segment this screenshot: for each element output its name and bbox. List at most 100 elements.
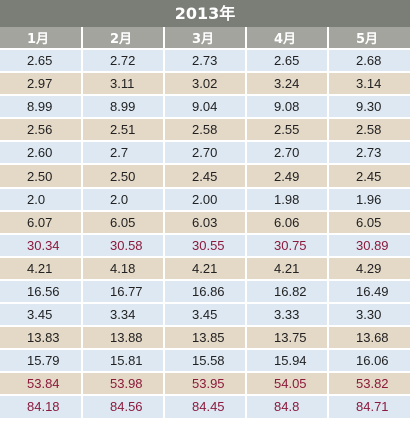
table-cell: 4.21 xyxy=(0,256,83,281)
table-cell: 2.65 xyxy=(246,49,329,74)
table-cell: 1.96 xyxy=(328,187,410,212)
table-cell: 3.34 xyxy=(82,303,165,328)
table-cell: 2.50 xyxy=(82,164,165,189)
price-table-widget: 2013年 1月 2月 3月 4月 5月 2.65 2.72 2.73 2.65 2.6… xyxy=(0,0,410,420)
table-cell: 13.68 xyxy=(328,326,410,351)
table-cell: 2.73 xyxy=(164,49,247,74)
table-cell: 3.45 xyxy=(0,303,83,328)
table-cell: 2.58 xyxy=(328,118,410,143)
table-cell: 8.99 xyxy=(0,95,83,120)
table-cell: 6.03 xyxy=(164,210,247,235)
table-cell: 2.7 xyxy=(82,141,165,166)
table-row: 2.65 2.72 2.73 2.65 2.68 xyxy=(0,49,410,74)
table-cell: 4.21 xyxy=(246,256,329,281)
column-header-apr: 4月 xyxy=(246,27,329,50)
table-row: 2.97 3.11 3.02 3.24 3.14 xyxy=(0,72,410,97)
table-row: 53.84 53.98 53.95 54.05 53.82 xyxy=(0,372,410,397)
table-cell: 2.72 xyxy=(82,49,165,74)
table-cell: 53.98 xyxy=(82,372,165,397)
table-cell: 16.56 xyxy=(0,279,83,305)
header-row: 1月 2月 3月 4月 5月 xyxy=(0,27,410,50)
table-cell: 2.70 xyxy=(246,141,329,166)
table-cell: 2.55 xyxy=(246,118,329,143)
table-row: 3.45 3.34 3.45 3.33 3.30 xyxy=(0,303,410,328)
table-cell: 2.49 xyxy=(246,164,329,189)
table-cell: 2.73 xyxy=(328,141,410,166)
table-cell: 2.0 xyxy=(82,187,165,212)
table-cell: 30.34 xyxy=(0,233,83,258)
table-cell: 2.65 xyxy=(0,49,83,74)
table-row: 2.56 2.51 2.58 2.55 2.58 xyxy=(0,118,410,143)
table-cell: 1.98 xyxy=(246,187,329,212)
table-cell: 8.99 xyxy=(82,95,165,120)
table-cell: 30.75 xyxy=(246,233,329,258)
table-cell: 2.97 xyxy=(0,72,83,97)
table-cell: 4.29 xyxy=(328,256,410,281)
table-cell: 2.60 xyxy=(0,141,83,166)
table-body: 2.65 2.72 2.73 2.65 2.68 2.97 3.11 3.02 3.24 3.14… xyxy=(0,49,410,420)
table-cell: 2.45 xyxy=(328,164,410,189)
table-cell: 4.21 xyxy=(164,256,247,281)
table-row: 30.34 30.58 30.55 30.75 30.89 xyxy=(0,233,410,258)
table-row: 13.83 13.88 13.85 13.75 13.68 xyxy=(0,326,410,351)
table-cell: 15.79 xyxy=(0,349,83,374)
table-cell: 84.56 xyxy=(82,395,165,420)
table-cell: 2.51 xyxy=(82,118,165,143)
table-cell: 30.89 xyxy=(328,233,410,258)
table-cell: 30.58 xyxy=(82,233,165,258)
table-cell: 6.06 xyxy=(246,210,329,235)
table-row: 2.60 2.7 2.70 2.70 2.73 xyxy=(0,141,410,166)
table-row: 16.56 16.77 16.86 16.82 16.49 xyxy=(0,279,410,305)
column-header-may: 5月 xyxy=(328,27,410,50)
table-cell: 16.86 xyxy=(164,279,247,305)
column-header-feb: 2月 xyxy=(82,27,165,50)
table-cell: 6.05 xyxy=(82,210,165,235)
table-cell: 15.81 xyxy=(82,349,165,374)
table-cell: 13.83 xyxy=(0,326,83,351)
table-cell: 3.33 xyxy=(246,303,329,328)
table-cell: 15.58 xyxy=(164,349,247,374)
table-cell: 3.02 xyxy=(164,72,247,97)
table-cell: 3.30 xyxy=(328,303,410,328)
table-cell: 54.05 xyxy=(246,372,329,397)
table-cell: 4.18 xyxy=(82,256,165,281)
table-cell: 53.84 xyxy=(0,372,83,397)
table-cell: 15.94 xyxy=(246,349,329,374)
table-cell: 84.45 xyxy=(164,395,247,420)
table-cell: 16.77 xyxy=(82,279,165,305)
table-cell: 2.50 xyxy=(0,164,83,189)
table-cell: 2.68 xyxy=(328,49,410,74)
table-cell: 2.70 xyxy=(164,141,247,166)
table-cell: 2.0 xyxy=(0,187,83,212)
table-cell: 84.18 xyxy=(0,395,83,420)
table-cell: 16.49 xyxy=(328,279,410,305)
table-cell: 3.14 xyxy=(328,72,410,97)
table-cell: 6.05 xyxy=(328,210,410,235)
table-row: 2.50 2.50 2.45 2.49 2.45 xyxy=(0,164,410,189)
table-cell: 13.75 xyxy=(246,326,329,351)
table-row: 6.07 6.05 6.03 6.06 6.05 xyxy=(0,210,410,235)
table-cell: 3.24 xyxy=(246,72,329,97)
table-cell: 2.56 xyxy=(0,118,83,143)
table-cell: 84.8 xyxy=(246,395,329,420)
table-cell: 9.04 xyxy=(164,95,247,120)
table-cell: 6.07 xyxy=(0,210,83,235)
table-cell: 53.82 xyxy=(328,372,410,397)
column-header-jan: 1月 xyxy=(0,27,83,50)
table-cell: 2.58 xyxy=(164,118,247,143)
table-cell: 3.11 xyxy=(82,72,165,97)
table-cell: 13.85 xyxy=(164,326,247,351)
table-cell: 16.06 xyxy=(328,349,410,374)
table-cell: 9.08 xyxy=(246,95,329,120)
table-cell: 16.82 xyxy=(246,279,329,305)
table-cell: 2.45 xyxy=(164,164,247,189)
table-row: 8.99 8.99 9.04 9.08 9.30 xyxy=(0,95,410,120)
table-cell: 9.30 xyxy=(328,95,410,120)
table-cell: 53.95 xyxy=(164,372,247,397)
column-header-mar: 3月 xyxy=(164,27,247,50)
table-cell: 84.71 xyxy=(328,395,410,420)
table-cell: 30.55 xyxy=(164,233,247,258)
price-table: 1月 2月 3月 4月 5月 2.65 2.72 2.73 2.65 2.68 2.97 3… xyxy=(0,27,410,420)
table-title: 2013年 xyxy=(0,0,410,27)
table-cell: 13.88 xyxy=(82,326,165,351)
